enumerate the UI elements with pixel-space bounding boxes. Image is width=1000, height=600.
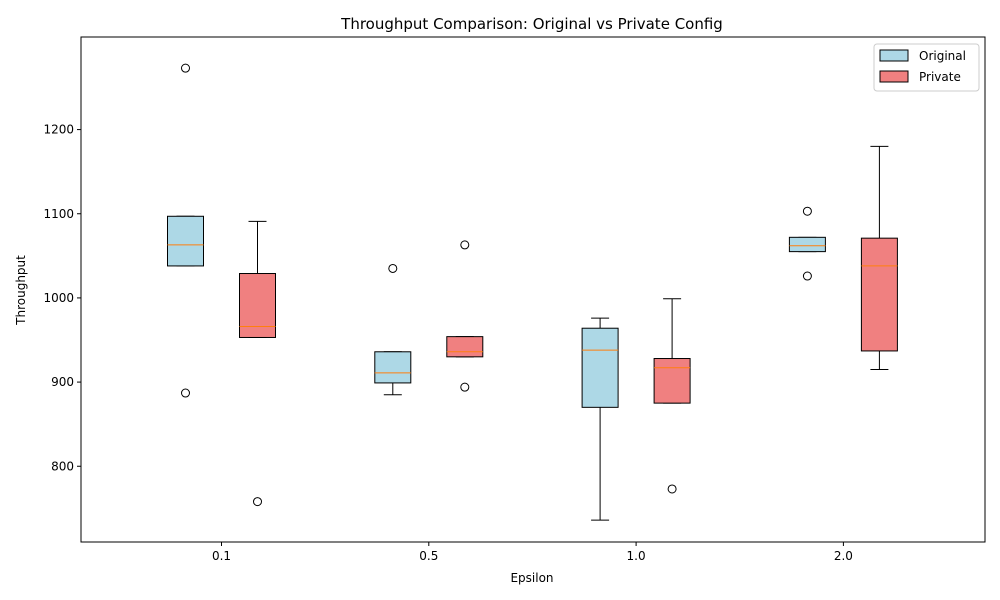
box-private-0.1 [239, 220, 276, 507]
plot-area [167, 63, 898, 521]
outlier-point [460, 240, 470, 250]
legend: Original Private [873, 43, 980, 92]
box-iqr [374, 351, 412, 384]
x-axis-label: Epsilon [510, 571, 553, 585]
y-tick-label: 1000 [43, 291, 74, 305]
box-private-0.5 [446, 240, 484, 392]
axes-frame [80, 36, 986, 543]
box-original-2.0 [788, 206, 826, 281]
x-tick-label: 0.1 [212, 549, 231, 563]
outlier-point [181, 63, 190, 73]
legend-swatch-private [879, 70, 909, 83]
box-original-0.1 [167, 63, 204, 398]
box-iqr [167, 215, 204, 267]
y-tick-label: 800 [51, 459, 74, 473]
chart-title: Throughput Comparison: Original vs Priva… [340, 15, 723, 33]
box-iqr [788, 236, 826, 253]
outlier-point [388, 263, 398, 273]
y-axis-label: Throughput [14, 255, 28, 326]
y-tick-label: 1100 [43, 207, 74, 221]
x-tick-label: 1.0 [627, 549, 646, 563]
y-axis-ticks: 800 900 1000 1100 1200 [43, 123, 81, 473]
box-original-1.0 [581, 317, 619, 521]
outlier-point [667, 484, 677, 494]
box-iqr [581, 327, 619, 408]
outlier-point [802, 206, 812, 216]
outlier-point [181, 388, 190, 398]
legend-swatch-original [879, 49, 909, 62]
box-iqr [239, 273, 276, 338]
x-tick-label: 0.5 [419, 549, 438, 563]
legend-label-private: Private [919, 70, 961, 84]
box-iqr [446, 336, 484, 358]
box-iqr [653, 358, 691, 404]
x-tick-label: 2.0 [834, 549, 853, 563]
legend-label-original: Original [919, 49, 966, 63]
y-tick-label: 1200 [43, 123, 74, 137]
outlier-point [802, 271, 812, 281]
box-private-1.0 [653, 298, 691, 494]
box-private-2.0 [860, 145, 898, 370]
outlier-point [253, 497, 262, 507]
y-tick-label: 900 [51, 375, 74, 389]
box-iqr [860, 237, 898, 352]
x-axis-ticks: 0.1 0.5 1.0 2.0 [212, 542, 853, 563]
outlier-point [460, 382, 470, 392]
box-original-0.5 [374, 263, 412, 396]
